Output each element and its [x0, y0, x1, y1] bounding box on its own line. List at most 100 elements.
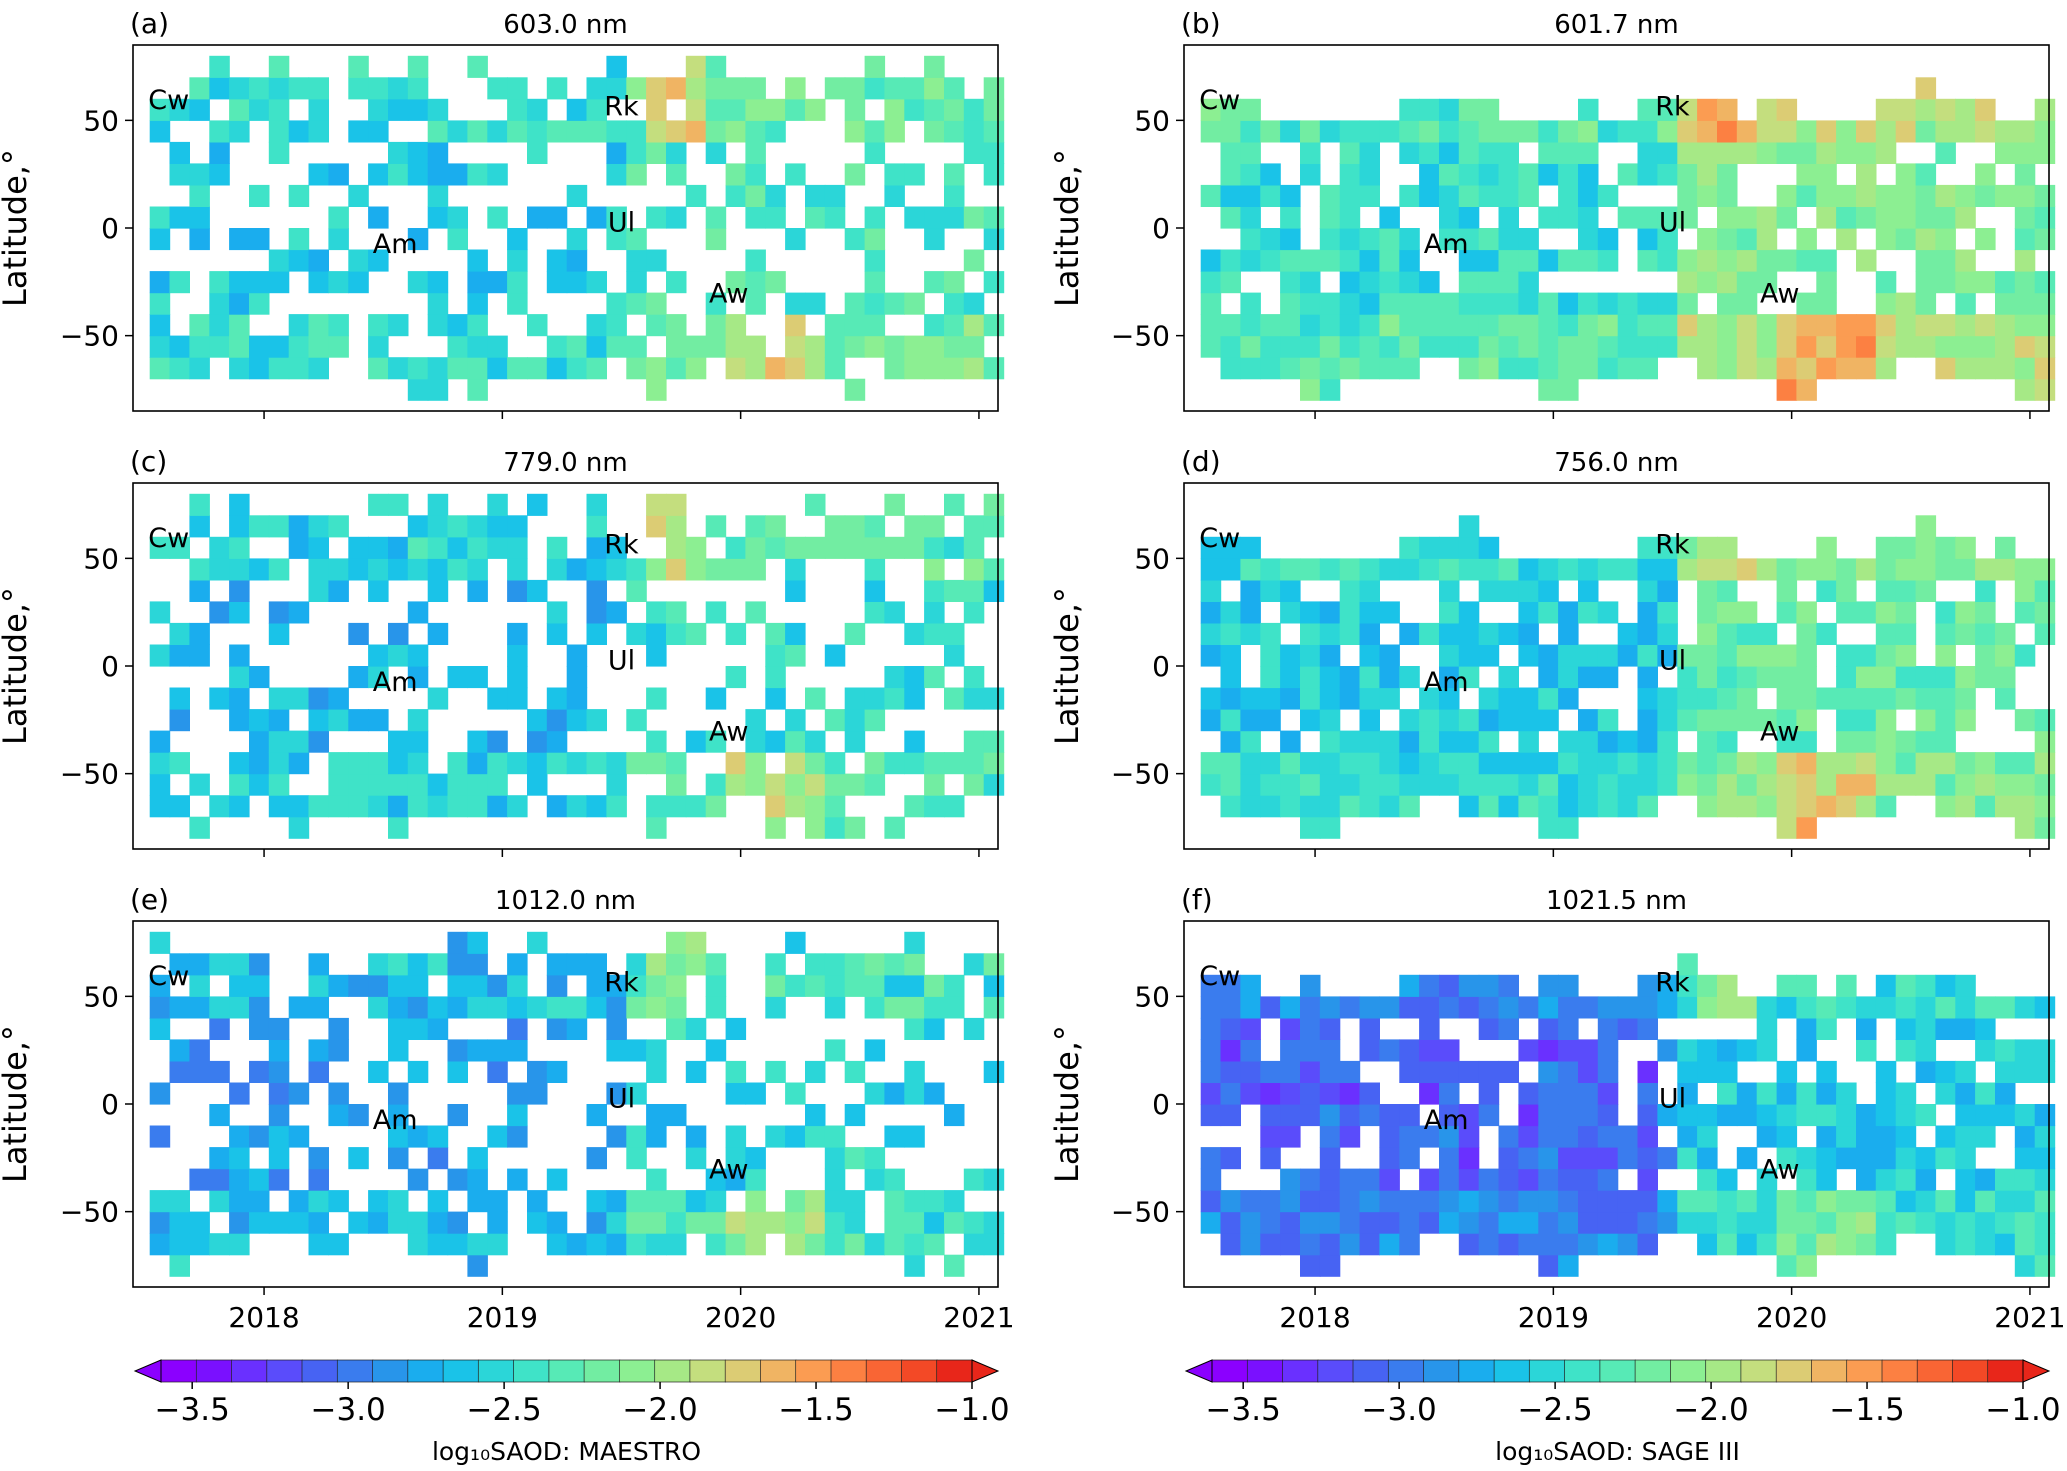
- heatmap-cell: [487, 795, 508, 818]
- heatmap-cell: [646, 98, 667, 121]
- heatmap-cell: [546, 622, 568, 645]
- heatmap-cell: [328, 1233, 349, 1256]
- colorbar-segment: [1740, 1359, 1778, 1383]
- heatmap-cell: [1697, 1233, 1718, 1256]
- colorbar-segment: [1952, 1359, 1989, 1383]
- heatmap-cell: [785, 357, 806, 380]
- heatmap-cell: [1816, 795, 1837, 818]
- heatmap-cell: [1637, 1211, 1658, 1234]
- heatmap-cell: [427, 996, 449, 1019]
- heatmap-cell: [864, 249, 886, 272]
- heatmap-cell: [785, 536, 806, 559]
- heatmap-cell: [229, 1168, 250, 1191]
- heatmap-cell: [785, 709, 806, 732]
- heatmap-cell: [805, 357, 826, 380]
- heatmap-cell: [1935, 1190, 1956, 1213]
- heatmap-cell: [1736, 795, 1758, 818]
- heatmap-cell: [1875, 1147, 1897, 1170]
- heatmap-cell: [904, 1125, 925, 1148]
- heatmap-cell: [209, 953, 230, 976]
- heatmap-cell: [1538, 1125, 1559, 1148]
- heatmap-cell: [1915, 974, 1937, 997]
- heatmap-cell: [983, 1233, 1005, 1256]
- heatmap-cell: [1240, 1190, 1261, 1213]
- heatmap-cell: [1697, 752, 1718, 775]
- heatmap-cell: [904, 1082, 925, 1105]
- heatmap-cell: [944, 271, 965, 294]
- heatmap-cell: [1538, 644, 1559, 667]
- heatmap-cell: [348, 1211, 369, 1234]
- heatmap-cell: [328, 271, 349, 294]
- heatmap-cell: [546, 271, 568, 294]
- heatmap-cell: [626, 1039, 647, 1062]
- heatmap-cell: [427, 558, 449, 581]
- heatmap-cell: [1498, 1017, 1519, 1040]
- heatmap-cell: [606, 1190, 627, 1213]
- heatmap-cell: [1796, 1039, 1817, 1062]
- heatmap-cell: [1280, 579, 1301, 602]
- heatmap-cell: [1657, 292, 1678, 315]
- heatmap-cell: [1538, 795, 1559, 818]
- heatmap-cell: [1836, 335, 1857, 358]
- heatmap-cell: [368, 536, 389, 559]
- heatmap-cell: [388, 536, 409, 559]
- heatmap-cell: [1359, 335, 1380, 358]
- heatmap-cell: [1498, 335, 1519, 358]
- heatmap-cell: [328, 228, 349, 251]
- heatmap-cell: [1458, 1168, 1480, 1191]
- heatmap-cell: [864, 1082, 886, 1105]
- heatmap-cell: [229, 996, 250, 1019]
- heatmap-cell: [1816, 773, 1837, 796]
- heatmap-cell: [1776, 357, 1798, 380]
- heatmap-cell: [1597, 730, 1619, 753]
- heatmap-cell: [427, 622, 449, 645]
- heatmap-cell: [1498, 228, 1519, 251]
- heatmap-cell: [2014, 120, 2036, 143]
- heatmap-cell: [427, 493, 449, 516]
- heatmap-cell: [2034, 1254, 2056, 1277]
- heatmap-cell: [963, 1017, 985, 1040]
- colorbar-tick-label: −1.5: [1829, 1392, 1904, 1428]
- heatmap-cell: [1379, 666, 1400, 689]
- heatmap-cell: [189, 1233, 210, 1256]
- heatmap-cell: [249, 709, 270, 732]
- heatmap-cell: [785, 644, 806, 667]
- heatmap-cell: [1399, 228, 1420, 251]
- heatmap-cell: [1240, 996, 1261, 1019]
- heatmap-cell: [1915, 206, 1937, 229]
- heatmap-cell: [1677, 773, 1698, 796]
- heatmap-cell: [646, 730, 667, 753]
- heatmap-cell: [904, 974, 925, 997]
- heatmap-cell: [963, 601, 985, 624]
- heatmap-cell: [487, 357, 508, 380]
- panel-title: 756.0 nm: [1554, 448, 1679, 478]
- heatmap-cell: [1458, 644, 1480, 667]
- heatmap-cell: [745, 141, 766, 164]
- heatmap-cell: [1895, 644, 1917, 667]
- heatmap-cell: [705, 687, 727, 710]
- heatmap-cell: [1339, 622, 1361, 645]
- heatmap-cell: [1836, 228, 1857, 251]
- heatmap-cell: [1856, 752, 1877, 775]
- heatmap-cell: [1359, 558, 1380, 581]
- heatmap-cell: [407, 1233, 429, 1256]
- heatmap-cell: [308, 98, 329, 121]
- heatmap-cell: [785, 77, 806, 100]
- heatmap-cell: [1240, 795, 1261, 818]
- heatmap-cell: [864, 206, 886, 229]
- heatmap-cell: [1796, 314, 1817, 337]
- heatmap-cell: [1280, 773, 1301, 796]
- heatmap-cell: [1359, 579, 1380, 602]
- heatmap-cell: [745, 206, 766, 229]
- heatmap-cell: [1339, 163, 1361, 186]
- heatmap-cell: [1578, 1125, 1599, 1148]
- heatmap-cell: [983, 98, 1005, 121]
- heatmap-cell: [646, 378, 667, 401]
- heatmap-cell: [2014, 1060, 2036, 1083]
- heatmap-cell: [507, 996, 528, 1019]
- heatmap-cell: [487, 515, 508, 538]
- heatmap-cell: [1200, 249, 1222, 272]
- heatmap-cell: [169, 206, 190, 229]
- heatmap-cell: [626, 558, 647, 581]
